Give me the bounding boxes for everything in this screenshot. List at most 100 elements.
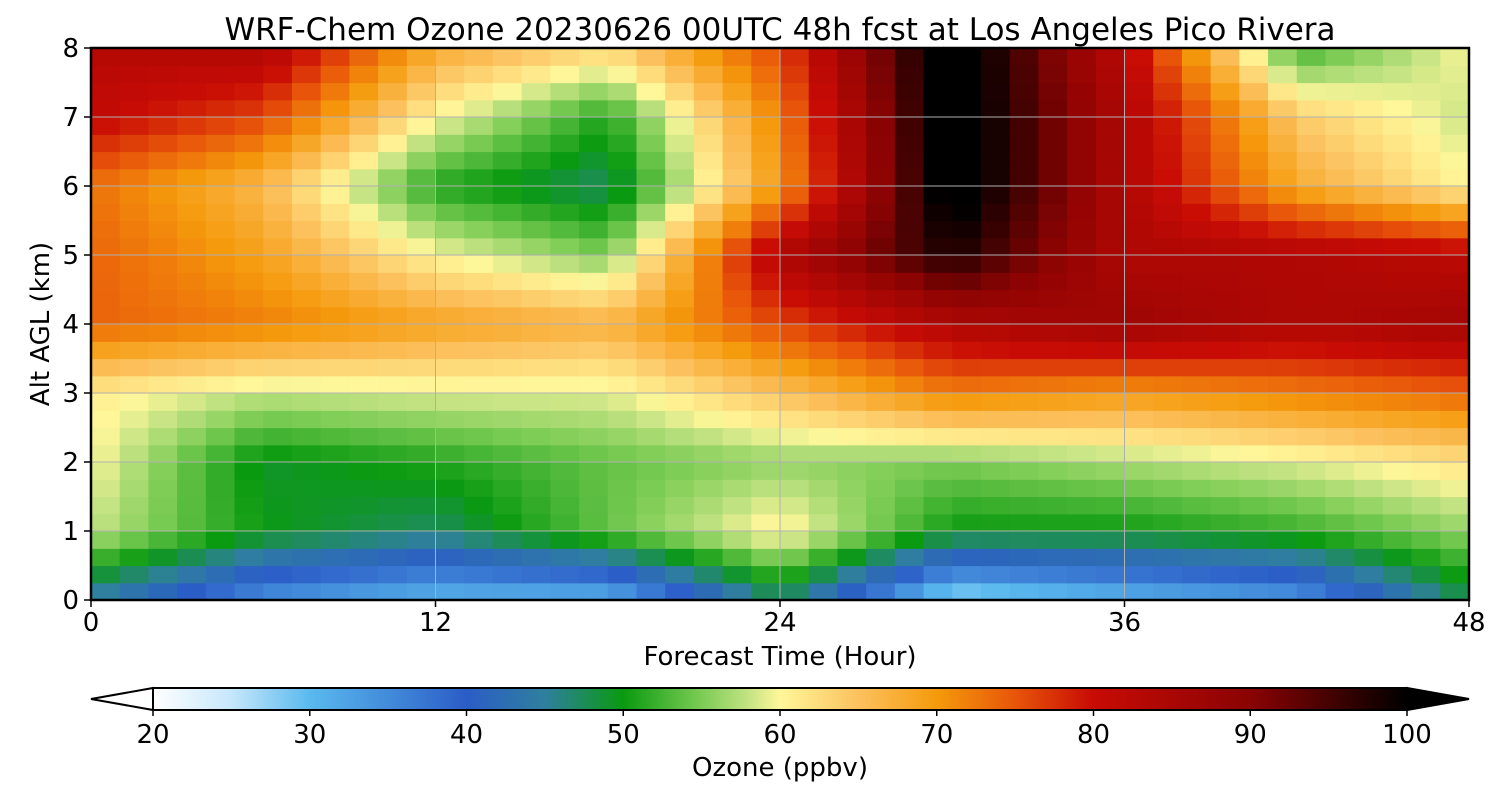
heatmap-cell (1095, 151, 1126, 170)
heatmap-cell (1440, 151, 1469, 170)
heatmap-cell (148, 220, 178, 239)
heatmap-cell (1239, 462, 1269, 480)
heatmap-cell (119, 48, 150, 66)
heatmap-cell (837, 444, 867, 463)
heatmap-cell (751, 151, 781, 170)
heatmap-cell (435, 117, 465, 135)
heatmap-cell (1440, 427, 1469, 446)
heatmap-cell (1009, 462, 1039, 480)
heatmap-cell (1268, 48, 1298, 66)
heatmap-cell (263, 168, 293, 187)
heatmap-cell (1296, 582, 1327, 600)
heatmap-cell (435, 582, 465, 600)
heatmap-cell (866, 237, 896, 256)
heatmap-cell (349, 462, 379, 480)
heatmap-cell (464, 582, 494, 600)
heatmap-cell (464, 444, 494, 463)
y-tick-label: 8 (62, 34, 79, 64)
heatmap-cell (1382, 444, 1413, 463)
heatmap-cell (91, 375, 121, 394)
heatmap-cell (1095, 289, 1126, 308)
heatmap-cell (665, 82, 695, 101)
heatmap-cell (780, 151, 810, 170)
heatmap-cell (464, 479, 494, 498)
heatmap-cell (1153, 117, 1183, 135)
x-axis-ticks: 0 12 24 36 48 (83, 600, 1486, 638)
heatmap-cell (1009, 255, 1039, 273)
heatmap-cell (1354, 82, 1384, 101)
heatmap-cell (722, 444, 752, 463)
heatmap-cell (1038, 531, 1068, 549)
heatmap-cell (464, 289, 494, 308)
heatmap-cell (952, 410, 982, 429)
heatmap-cell (980, 427, 1011, 446)
heatmap-cell (1181, 186, 1212, 204)
heatmap-cell (349, 203, 379, 222)
heatmap-cell (1325, 82, 1355, 101)
heatmap-cell (177, 324, 207, 342)
heatmap-cell (1181, 272, 1212, 291)
heatmap-cell (923, 289, 953, 308)
heatmap-cell (1296, 375, 1327, 394)
heatmap-cell (952, 134, 982, 153)
heatmap-cell (1038, 513, 1068, 532)
heatmap-cell (406, 375, 437, 394)
heatmap-cell (980, 531, 1011, 549)
heatmap-cell (665, 462, 695, 480)
heatmap-cell (234, 462, 264, 480)
heatmap-cell (1038, 341, 1068, 360)
heatmap-cell (952, 479, 982, 498)
heatmap-cell (464, 513, 494, 532)
heatmap-cell (1354, 427, 1384, 446)
heatmap-cell (1296, 531, 1327, 549)
heatmap-cell (636, 168, 666, 187)
heatmap-cell (263, 99, 293, 118)
heatmap-cell (693, 375, 724, 394)
x-axis-label: Forecast Time (Hour) (643, 642, 916, 672)
heatmap-cell (349, 65, 379, 84)
heatmap-cell (148, 341, 178, 360)
heatmap-cell (291, 237, 322, 256)
heatmap-cell (665, 358, 695, 377)
heatmap-cell (435, 531, 465, 549)
heatmap-cell (1210, 496, 1240, 515)
heatmap-cell (1411, 82, 1441, 101)
heatmap-cell (751, 582, 781, 600)
heatmap-cell (234, 341, 264, 360)
heatmap-cell (1411, 427, 1441, 446)
heatmap-cell (291, 99, 322, 118)
heatmap-cell (550, 358, 580, 377)
heatmap-cell (1296, 341, 1327, 360)
heatmap-cell (1268, 134, 1298, 153)
heatmap-cell (722, 375, 752, 394)
heatmap-cell (780, 565, 810, 584)
heatmap-cell (923, 65, 953, 84)
heatmap-cell (1296, 220, 1327, 239)
heatmap-cell (837, 134, 867, 153)
heatmap-cell (1268, 341, 1298, 360)
heatmap-cell (1411, 306, 1441, 325)
heatmap-cell (148, 531, 178, 549)
heatmap-cell (636, 220, 666, 239)
heatmap-cell (1239, 375, 1269, 394)
heatmap-cell (1067, 186, 1097, 204)
heatmap-cell (952, 393, 982, 411)
heatmap-cell (1440, 358, 1469, 377)
heatmap-cell (1009, 151, 1039, 170)
heatmap-cell (1124, 186, 1154, 204)
heatmap-cell (1411, 65, 1441, 84)
heatmap-cell (91, 220, 121, 239)
heatmap-cell (91, 427, 121, 446)
heatmap-cell (1325, 255, 1355, 273)
heatmap-cell (205, 203, 236, 222)
heatmap-cell (320, 255, 350, 273)
heatmap-cell (291, 48, 322, 66)
heatmap-cell (1181, 548, 1212, 567)
heatmap-cell (464, 237, 494, 256)
heatmap-cell (894, 306, 925, 325)
heatmap-cell (1354, 341, 1384, 360)
heatmap-cell (291, 151, 322, 170)
heatmap-cell (1067, 565, 1097, 584)
heatmap-cell (636, 151, 666, 170)
heatmap-cell (1382, 134, 1413, 153)
